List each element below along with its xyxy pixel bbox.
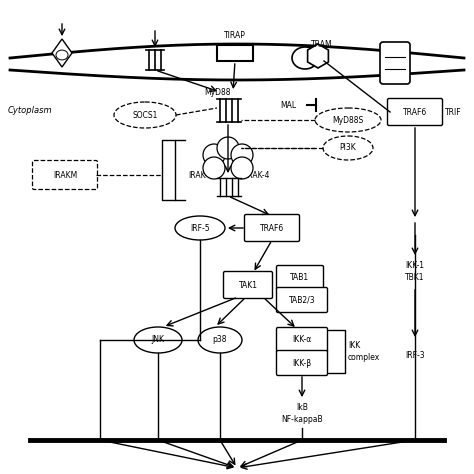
Text: IKK: IKK <box>348 340 360 349</box>
FancyBboxPatch shape <box>276 288 328 312</box>
Text: complex: complex <box>348 354 380 363</box>
Text: IRAK-1: IRAK-1 <box>188 171 212 180</box>
Circle shape <box>203 144 225 166</box>
Text: MAL: MAL <box>280 100 296 109</box>
Text: TRAF6: TRAF6 <box>403 108 427 117</box>
Text: TAK1: TAK1 <box>238 281 257 290</box>
Text: NF-kappaB: NF-kappaB <box>281 416 323 425</box>
Text: IKK-α: IKK-α <box>292 336 311 345</box>
FancyBboxPatch shape <box>380 42 410 84</box>
Text: JNK: JNK <box>152 336 164 345</box>
Text: PI3K: PI3K <box>340 144 356 153</box>
FancyBboxPatch shape <box>245 215 300 241</box>
Circle shape <box>231 144 253 166</box>
Ellipse shape <box>315 108 381 132</box>
Text: IRF-3: IRF-3 <box>405 350 425 359</box>
Text: MyD88: MyD88 <box>205 88 231 97</box>
Ellipse shape <box>198 327 242 353</box>
Text: TRIF: TRIF <box>445 108 462 117</box>
Text: IKK-1: IKK-1 <box>405 261 425 270</box>
Ellipse shape <box>56 50 68 60</box>
Polygon shape <box>308 44 328 68</box>
Text: Cytoplasm: Cytoplasm <box>8 106 53 115</box>
Text: TAB1: TAB1 <box>291 273 310 283</box>
Ellipse shape <box>134 327 182 353</box>
Circle shape <box>231 157 253 179</box>
Ellipse shape <box>323 136 373 160</box>
Text: IRAK-4: IRAK-4 <box>246 171 270 180</box>
Text: MyD88S: MyD88S <box>332 116 364 125</box>
Text: IRF-5: IRF-5 <box>190 224 210 233</box>
Ellipse shape <box>114 102 176 128</box>
Ellipse shape <box>175 216 225 240</box>
Text: TAB2/3: TAB2/3 <box>289 295 315 304</box>
Text: TRAM: TRAM <box>311 39 333 48</box>
Text: p38: p38 <box>213 336 227 345</box>
Circle shape <box>217 137 239 159</box>
Text: IKK-β: IKK-β <box>292 358 311 367</box>
Ellipse shape <box>292 47 318 69</box>
Circle shape <box>203 157 225 179</box>
Text: SOCS1: SOCS1 <box>132 110 158 119</box>
Text: TRAF6: TRAF6 <box>260 224 284 233</box>
FancyBboxPatch shape <box>224 272 273 299</box>
Polygon shape <box>52 39 72 67</box>
Text: IkB: IkB <box>296 402 308 411</box>
FancyBboxPatch shape <box>217 45 253 61</box>
FancyBboxPatch shape <box>276 328 328 353</box>
FancyBboxPatch shape <box>388 99 443 126</box>
Text: TIRAP: TIRAP <box>224 30 246 39</box>
Text: IRAKM: IRAKM <box>53 171 77 180</box>
FancyBboxPatch shape <box>33 161 98 190</box>
FancyBboxPatch shape <box>276 265 323 291</box>
Text: TBK1: TBK1 <box>405 273 425 283</box>
FancyBboxPatch shape <box>276 350 328 375</box>
